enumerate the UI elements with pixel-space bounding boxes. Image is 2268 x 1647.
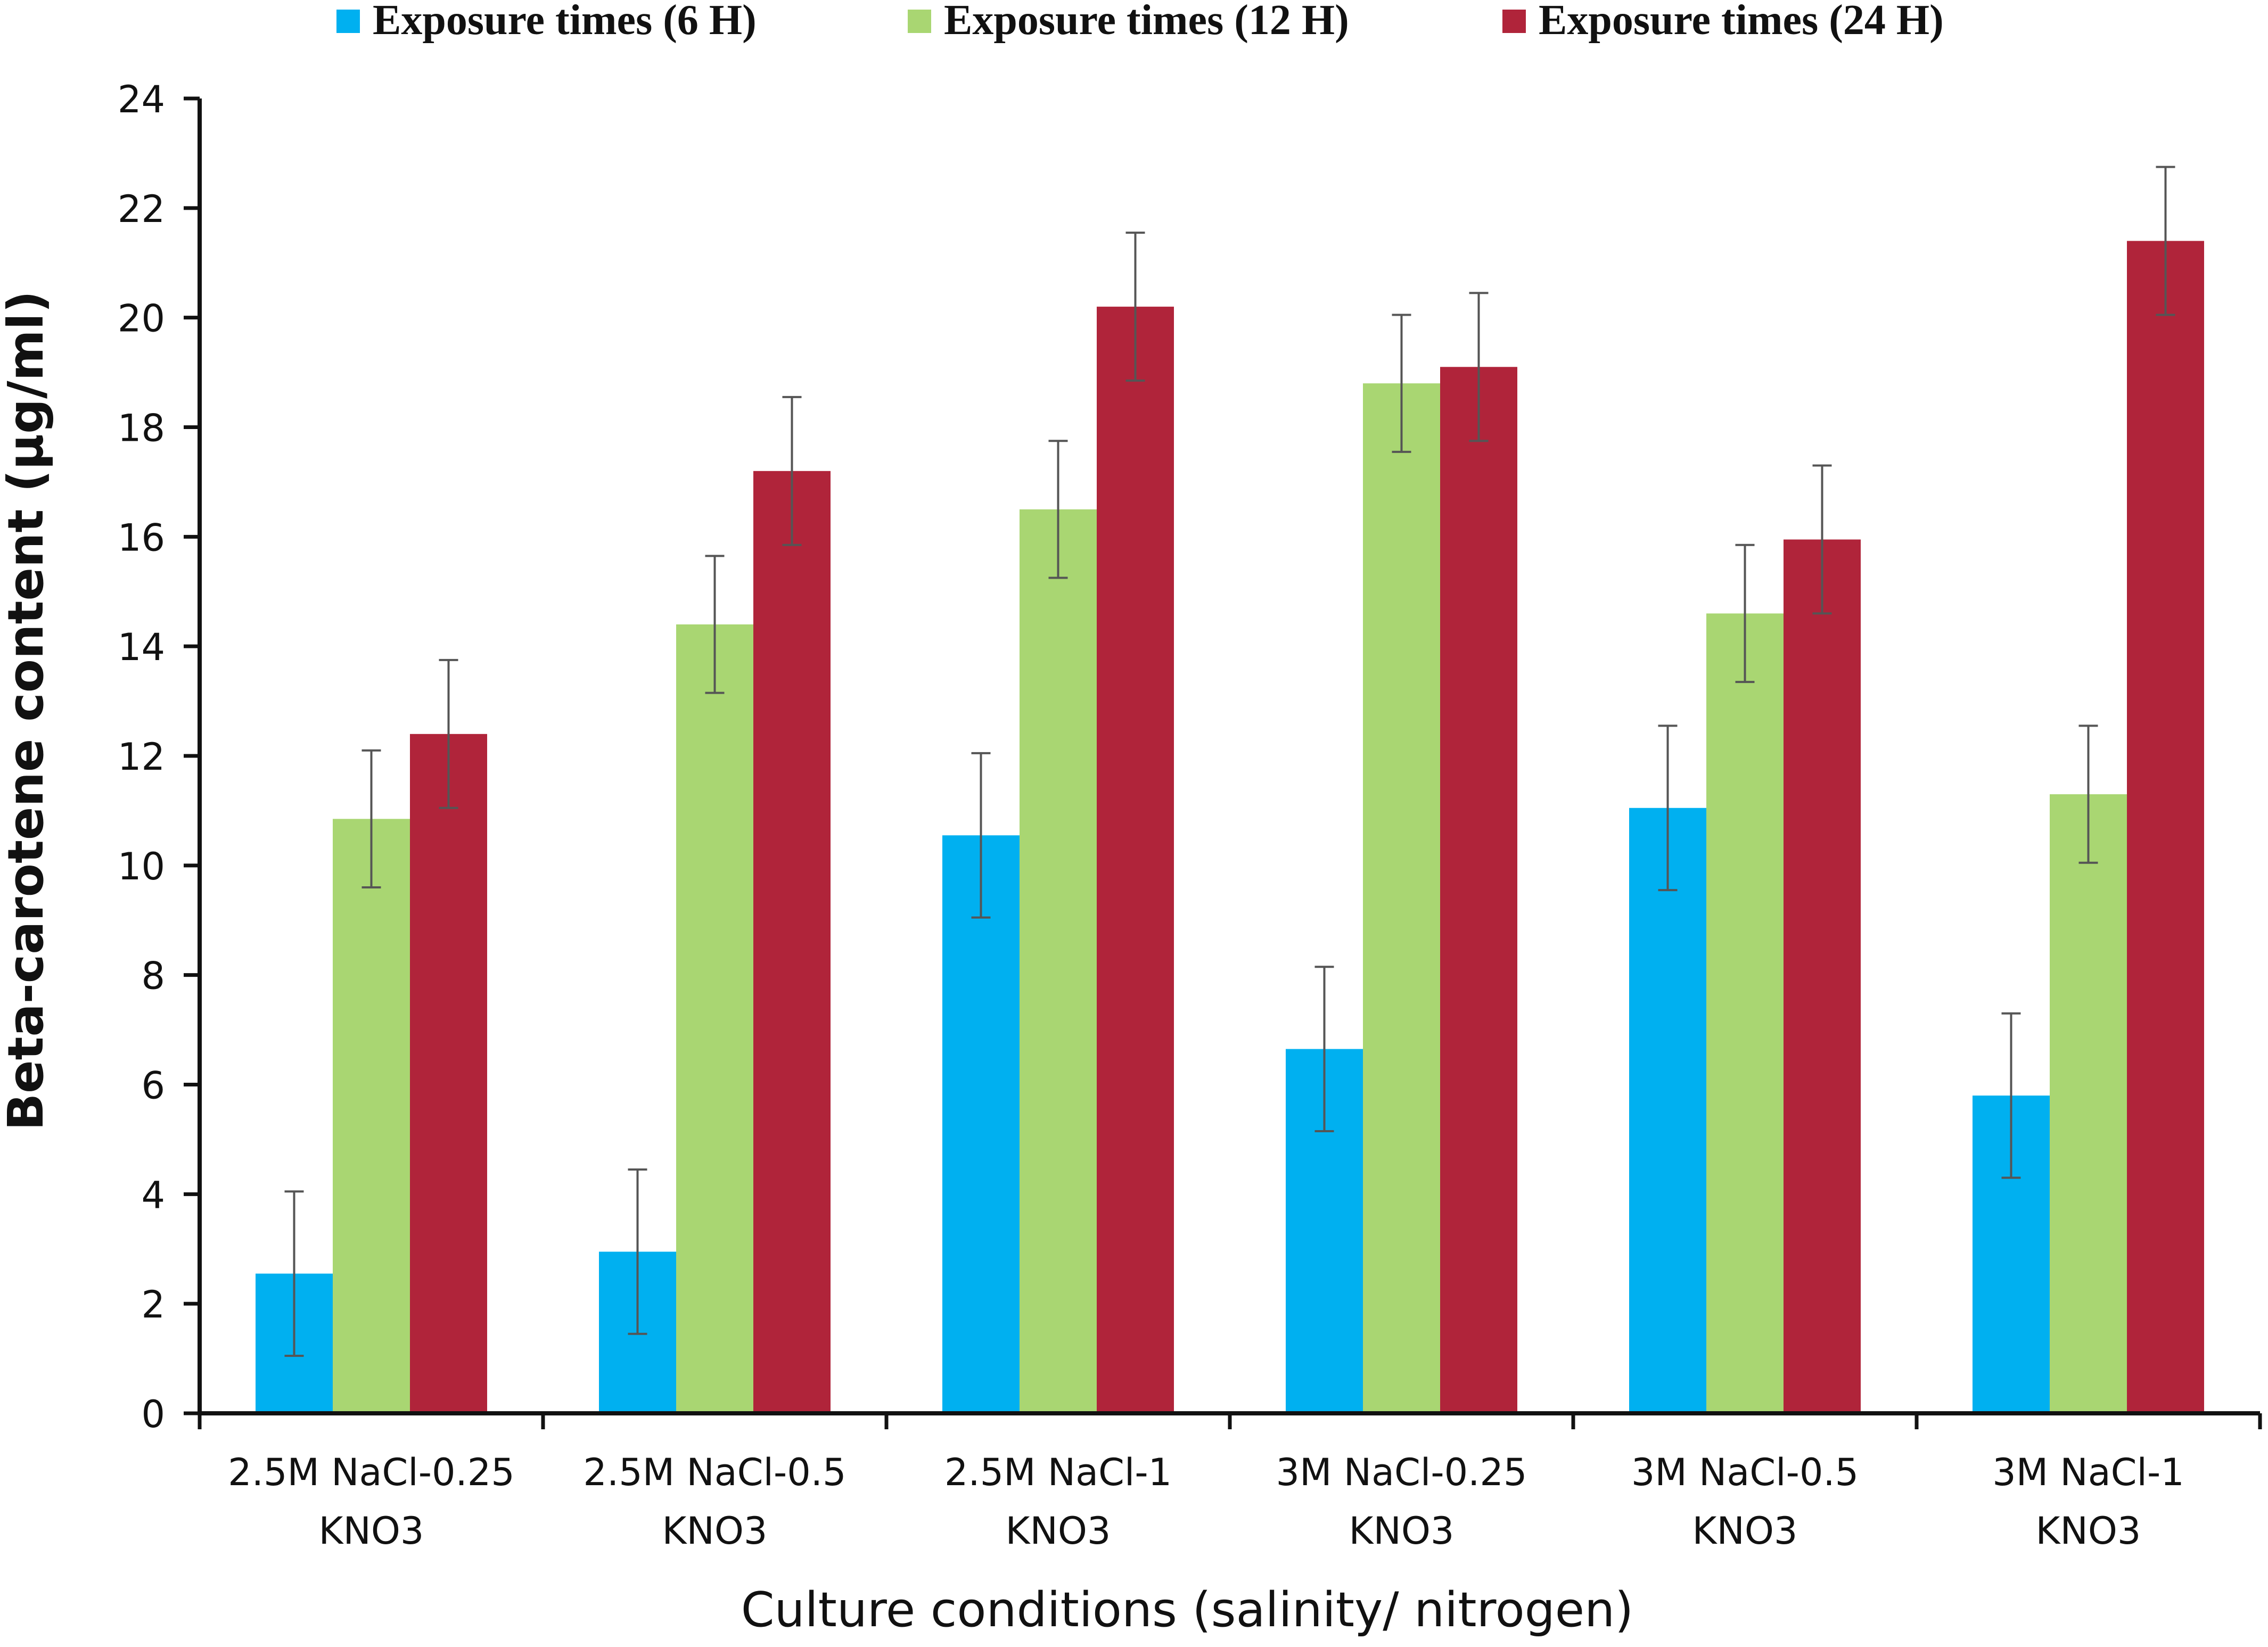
legend-label-2: Exposure times (12 H) — [944, 0, 1349, 44]
x-tick-label-1-line-2: KNO3 — [319, 1509, 424, 1553]
y-tick-label-12: 12 — [118, 735, 165, 779]
y-tick-label-16: 16 — [118, 516, 165, 559]
y-tick-label-6: 6 — [141, 1064, 165, 1108]
bar-2-4 — [1363, 383, 1440, 1413]
y-tick-label-10: 10 — [118, 845, 165, 888]
bar-1-3 — [942, 835, 1020, 1413]
x-tick-label-1-line-1: 2.5M NaCl-0.25 — [228, 1451, 515, 1494]
bar-2-2 — [676, 624, 753, 1413]
bar-2-5 — [1706, 613, 1784, 1413]
legend-label-3: Exposure times (24 H) — [1539, 0, 1944, 44]
x-tick-label-5-line-2: KNO3 — [1692, 1509, 1798, 1553]
bar-3-2 — [753, 471, 831, 1414]
x-tick-label-3-line-2: KNO3 — [1006, 1509, 1111, 1553]
bar-3-6 — [2127, 241, 2204, 1414]
bars-layer — [256, 241, 2204, 1414]
error-bars-layer — [284, 166, 2175, 1357]
x-tick-label-6-line-1: 3M NaCl-1 — [1992, 1451, 2184, 1494]
y-tick-label-2: 2 — [141, 1283, 165, 1327]
x-tick-label-6-line-2: KNO3 — [2036, 1509, 2141, 1553]
y-tick-label-0: 0 — [141, 1393, 165, 1436]
x-tick-label-2-line-2: KNO3 — [662, 1509, 768, 1553]
x-tick-label-4-line-1: 3M NaCl-0.25 — [1276, 1451, 1527, 1494]
bar-2-1 — [333, 819, 410, 1413]
y-tick-label-22: 22 — [118, 187, 165, 231]
x-tick-label-2-line-1: 2.5M NaCl-0.5 — [583, 1451, 846, 1494]
y-tick-label-14: 14 — [118, 625, 165, 669]
bar-1-5 — [1629, 808, 1706, 1413]
bar-3-1 — [410, 734, 487, 1413]
bar-2-3 — [1020, 509, 1097, 1413]
y-tick-label-24: 24 — [118, 78, 165, 121]
x-tick-label-5-line-1: 3M NaCl-0.5 — [1631, 1451, 1859, 1494]
legend-label-1: Exposure times (6 H) — [373, 0, 757, 44]
y-axis-label: Beta-carotene content (µg/ml) — [0, 291, 54, 1131]
y-tick-label-4: 4 — [141, 1173, 165, 1217]
y-tick-label-18: 18 — [118, 407, 165, 450]
legend-swatch-3 — [1502, 10, 1526, 33]
x-axis-label: Culture conditions (salinity/ nitrogen) — [741, 1582, 1634, 1638]
bar-3-5 — [1784, 539, 1861, 1413]
bar-3-3 — [1097, 307, 1174, 1414]
legend: Exposure times (6 H) Exposure times (12 H… — [336, 0, 1944, 44]
bar-3-4 — [1440, 367, 1517, 1413]
x-tick-label-3-line-1: 2.5M NaCl-1 — [944, 1451, 1172, 1494]
legend-swatch-1 — [336, 10, 360, 33]
x-tick-label-4-line-2: KNO3 — [1349, 1509, 1455, 1553]
y-tick-label-8: 8 — [141, 954, 165, 998]
legend-swatch-2 — [908, 10, 931, 33]
y-tick-label-20: 20 — [118, 297, 165, 341]
bar-2-6 — [2050, 794, 2127, 1413]
